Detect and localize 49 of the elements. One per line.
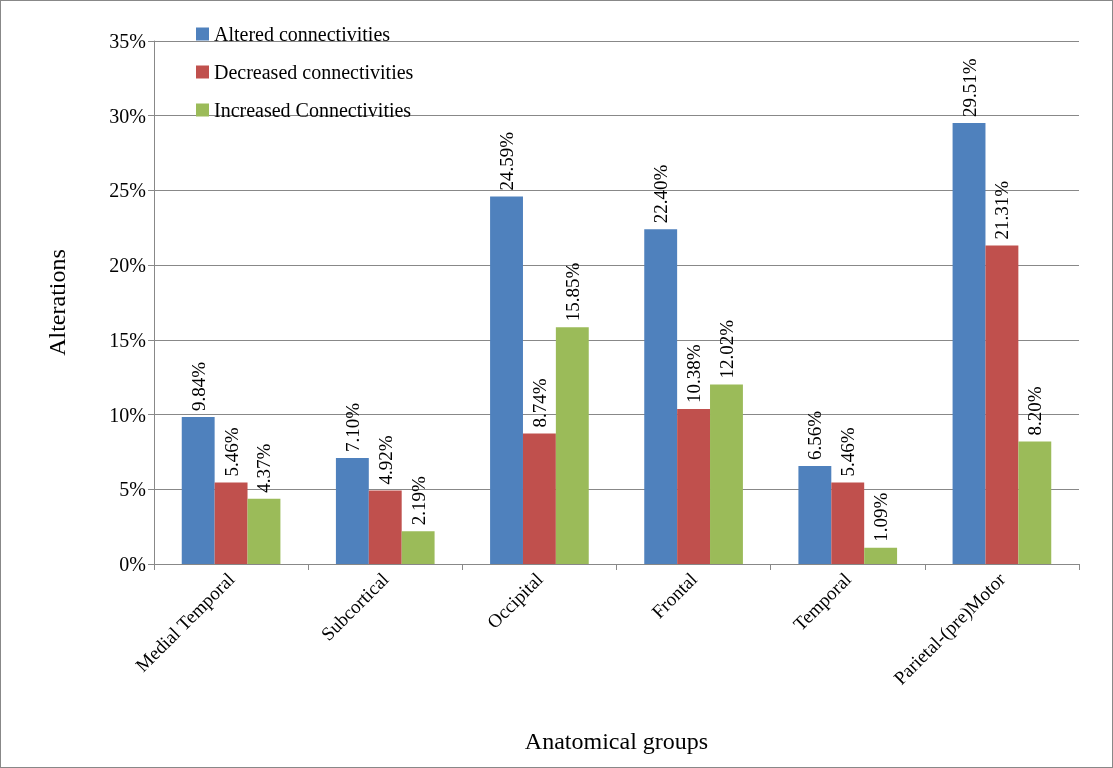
data-label: 4.92% [374, 435, 396, 485]
bar [677, 408, 711, 564]
y-axis-title: Alterations [44, 249, 70, 356]
legend-label: Increased Connectivities [214, 99, 412, 121]
data-label: 29.51% [958, 58, 980, 118]
y-tick-label: 25% [109, 179, 146, 202]
bar [247, 498, 281, 564]
legend-label: Decreased connectivities [214, 61, 414, 83]
bar [710, 384, 743, 564]
y-tick-label: 20% [109, 254, 146, 277]
bar [401, 531, 435, 564]
y-tick-label: 15% [109, 328, 146, 351]
legend-label: Altered connectivities [214, 23, 391, 45]
data-label: 6.56% [804, 410, 826, 460]
bar [1018, 441, 1052, 564]
y-tick-label: 10% [109, 403, 146, 426]
data-label: 24.59% [496, 131, 518, 191]
data-label: 4.37% [253, 443, 275, 493]
data-label: 5.46% [837, 427, 859, 477]
bar [335, 457, 369, 564]
x-axis-title: Anatomical groups [524, 728, 709, 754]
y-tick-label: 0% [119, 553, 146, 575]
data-label: 1.09% [870, 492, 892, 542]
bar [831, 482, 865, 564]
y-tick-label: 30% [109, 104, 146, 127]
data-label: 21.31% [991, 180, 1013, 240]
data-label: 5.46% [220, 427, 242, 477]
data-label: 8.20% [1024, 386, 1046, 436]
bar [644, 229, 678, 564]
data-label: 2.19% [407, 476, 429, 526]
bar [490, 196, 523, 564]
data-label: 9.84% [187, 361, 209, 411]
y-tick-label: 35% [109, 30, 146, 52]
bar [798, 465, 832, 564]
data-label: 10.38% [683, 344, 705, 403]
data-label: 7.10% [341, 402, 363, 452]
bar [952, 123, 986, 564]
bar [181, 416, 215, 564]
bar [214, 482, 248, 564]
bar [985, 245, 1019, 564]
data-label: 8.74% [528, 378, 550, 428]
bar [368, 490, 402, 564]
bar [864, 547, 898, 564]
bar [522, 433, 556, 564]
data-label: 12.02% [715, 319, 737, 379]
bar [555, 327, 589, 564]
data-label: 15.85% [561, 262, 583, 322]
data-label: 22.40% [650, 164, 672, 224]
y-tick-label: 5% [119, 478, 146, 501]
